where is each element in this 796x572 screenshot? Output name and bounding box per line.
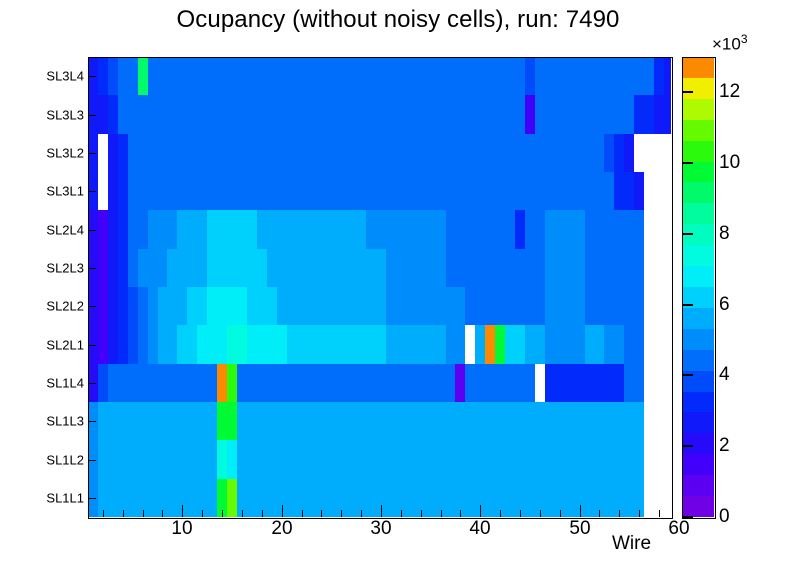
x-axis-major-tick: [580, 505, 581, 517]
x-axis-minor-tick: [520, 510, 521, 517]
y-axis-tick: [88, 76, 96, 78]
y-axis-tick: [88, 306, 96, 308]
y-axis: SL3L4 SL3L3 SL3L2 SL3L1 SL2L4 SL2L3 SL2L2 SL2L1…: [0, 57, 84, 517]
colorbar-tick: [682, 162, 693, 165]
colorbar-tick: [682, 232, 693, 235]
y-axis-label-sl3l2: SL3L2: [46, 145, 84, 161]
x-axis-minor-tick: [599, 510, 600, 517]
colorbar-tick-label: 6: [719, 293, 730, 315]
x-axis-minor-tick: [123, 510, 124, 517]
colorbar-tick: [682, 516, 693, 518]
y-axis-label-sl3l1: SL3L1: [46, 183, 84, 199]
x-axis-tick-label: 20: [271, 518, 293, 539]
x-axis-major-tick: [182, 505, 183, 517]
colorbar-tick: [682, 445, 693, 448]
page-title: Ocupancy (without noisy cells), run: 749…: [176, 6, 620, 33]
x-axis: 10 20 30 40 50 60: [88, 505, 690, 557]
y-axis-tick: [88, 152, 96, 154]
x-axis-title: Wire: [612, 533, 652, 554]
x-axis-tick-label: 50: [569, 518, 591, 539]
x-axis-minor-tick: [460, 510, 461, 517]
x-axis-minor-tick: [401, 510, 402, 517]
x-axis-minor-tick: [560, 510, 561, 517]
colorbar-tick-label: 2: [719, 435, 730, 457]
y-axis-label-sl3l3: SL3L3: [46, 107, 84, 122]
x-axis-minor-tick: [242, 510, 243, 517]
y-axis-tick: [88, 191, 96, 193]
x-axis-minor-tick: [143, 510, 144, 517]
y-axis-tick: [88, 497, 96, 499]
x-axis-major-tick: [282, 505, 283, 517]
x-axis-minor-tick: [202, 510, 203, 517]
x-axis-minor-tick: [540, 510, 541, 517]
heatmap-canvas[interactable]: [88, 57, 671, 517]
heatmap-plot-area[interactable]: [88, 57, 671, 517]
y-axis-tick: [88, 382, 96, 384]
y-axis-label-sl1l2: SL1L2: [46, 452, 84, 467]
x-axis-minor-tick: [262, 510, 263, 517]
y-axis-tick: [88, 459, 96, 461]
x-axis-minor-tick: [222, 510, 223, 517]
y-axis-label-sl1l1: SL1L1: [46, 490, 84, 506]
x-axis-minor-tick: [441, 510, 442, 517]
colorbar-tick: [682, 91, 693, 94]
colorbar-tick: [682, 374, 693, 377]
x-axis-tick-label: 40: [469, 518, 491, 539]
y-axis-tick: [88, 114, 96, 116]
y-axis-label-sl2l3: SL2L3: [46, 260, 84, 276]
x-axis-minor-tick: [321, 510, 322, 517]
colorbar-tick: [682, 303, 693, 306]
x-axis-tick-label: 60: [668, 518, 690, 539]
x-axis-major-tick: [381, 505, 382, 517]
x-axis-minor-tick: [341, 510, 342, 517]
y-axis-tick: [88, 267, 96, 269]
colorbar-tick-label: 12: [719, 81, 741, 103]
x-axis-major-tick: [480, 505, 481, 517]
x-axis-minor-tick: [103, 510, 104, 517]
y-axis-tick: [88, 421, 96, 423]
x-axis-minor-tick: [500, 510, 501, 517]
y-axis-label-sl2l1: SL2L1: [46, 337, 84, 352]
x-axis-minor-tick: [162, 510, 163, 517]
y-axis-label-sl2l2: SL2L2: [46, 298, 84, 314]
colorbar-tick-label: 8: [719, 222, 730, 244]
y-axis-tick: [88, 344, 96, 346]
colorbar-multiplier: ×103: [712, 32, 748, 54]
colorbar-canvas: [682, 57, 714, 517]
colorbar-tick-label: 4: [719, 364, 730, 386]
colorbar-tick-label: 0: [719, 506, 730, 527]
x-axis-minor-tick: [302, 510, 303, 517]
x-axis-minor-tick: [639, 510, 640, 517]
y-axis-label-sl3l4: SL3L4: [46, 68, 84, 84]
x-axis-minor-tick: [619, 510, 620, 517]
y-axis-label-sl1l3: SL1L3: [46, 413, 84, 429]
x-axis-tick-label: 30: [370, 518, 392, 539]
y-axis-label-sl2l4: SL2L4: [46, 222, 84, 237]
x-axis-minor-tick: [659, 510, 660, 517]
y-axis-tick: [88, 229, 96, 231]
x-axis-minor-tick: [421, 510, 422, 517]
colorbar[interactable]: [682, 57, 714, 517]
x-axis-minor-tick: [361, 510, 362, 517]
y-axis-label-sl1l4: SL1L4: [46, 375, 84, 391]
x-axis-tick-label: 10: [171, 518, 193, 539]
colorbar-tick-label: 10: [719, 152, 741, 174]
